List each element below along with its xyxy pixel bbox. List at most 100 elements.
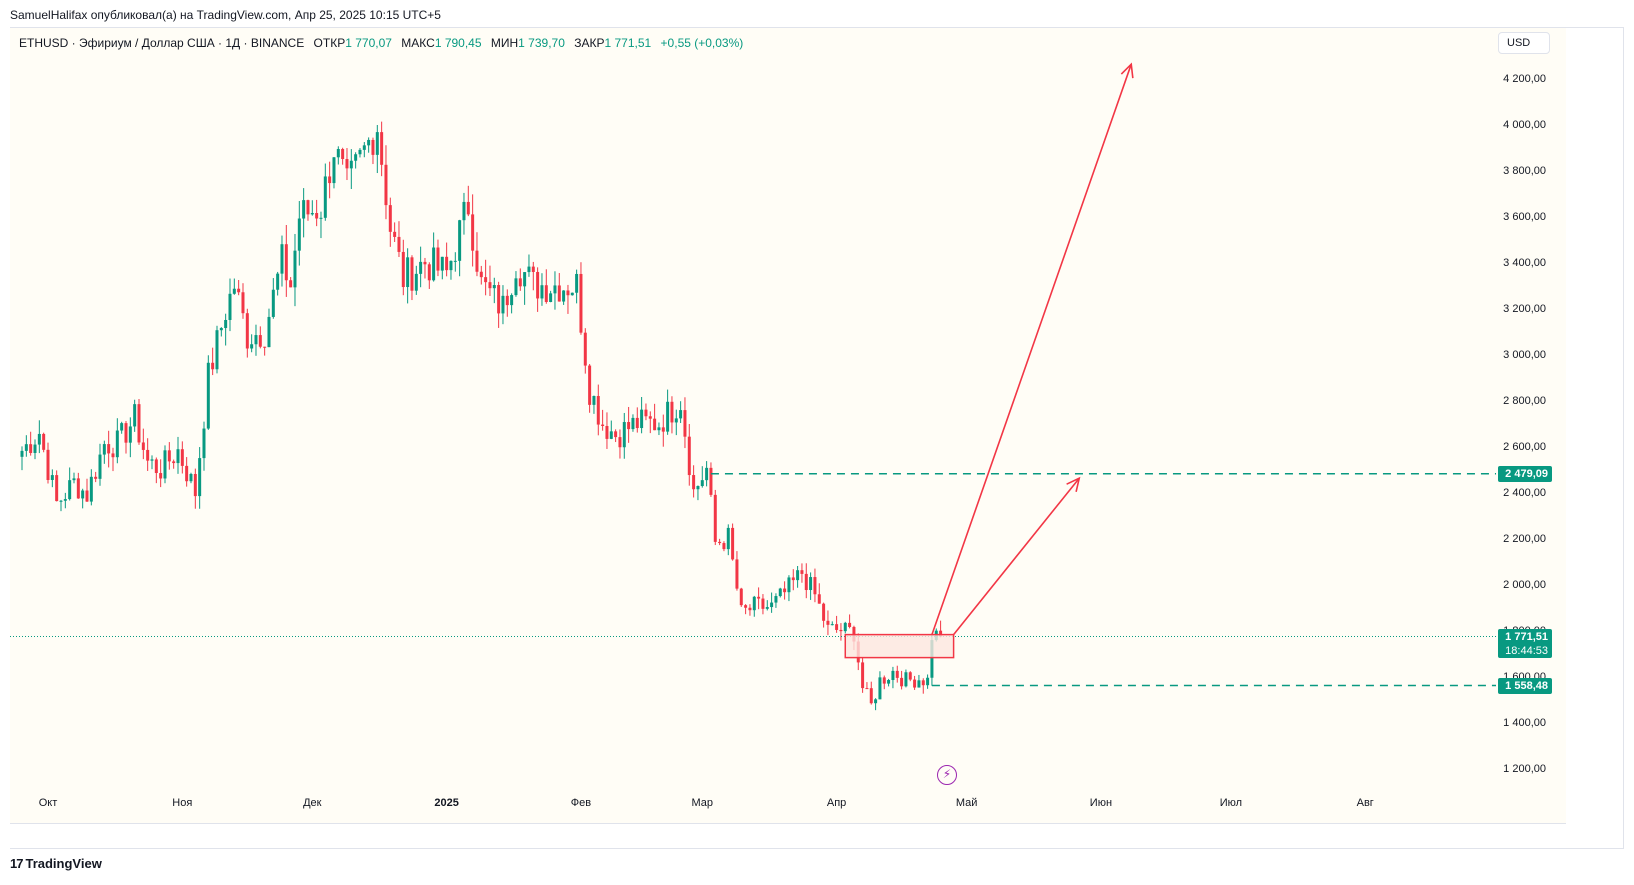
- candle-body: [657, 427, 661, 431]
- candle-body: [475, 250, 479, 272]
- candle-body: [761, 598, 765, 609]
- candle-body: [484, 277, 488, 283]
- candle-body: [46, 449, 50, 480]
- candle-body: [202, 428, 206, 459]
- x-tick-label: Мар: [692, 797, 714, 809]
- candle-body: [492, 285, 496, 289]
- chart-pane[interactable]: [10, 28, 1566, 823]
- legend-open-label: ОТКР: [313, 36, 346, 50]
- candle-body: [393, 231, 397, 237]
- candle-body: [141, 442, 145, 450]
- candle-body: [280, 244, 284, 274]
- candle-body: [774, 596, 778, 603]
- candle-body: [81, 490, 85, 499]
- candle-body: [315, 213, 319, 219]
- candle-body: [939, 630, 943, 637]
- x-tick-label: Апр: [827, 797, 846, 809]
- candle-body: [293, 250, 297, 288]
- candle-body: [198, 458, 202, 497]
- arrow-short-head: [1066, 476, 1081, 493]
- candle-body: [189, 473, 193, 482]
- candle-body: [354, 154, 358, 161]
- candle-body: [700, 480, 704, 487]
- candle-body: [640, 409, 644, 429]
- candle-body: [549, 293, 553, 302]
- candle-countdown: 18:44:53: [1505, 644, 1548, 657]
- candle-body: [267, 316, 271, 348]
- y-tick-label: 2 800,00: [1503, 395, 1546, 407]
- candle-body: [882, 677, 886, 684]
- x-tick-label: Июн: [1090, 797, 1112, 809]
- candle-body: [328, 176, 332, 184]
- candle-body: [323, 176, 327, 218]
- candle-body: [505, 295, 509, 306]
- candle-body: [804, 573, 808, 591]
- candle-body: [427, 264, 431, 281]
- candle-body: [362, 145, 366, 150]
- current-price-value: 1 771,51: [1505, 630, 1548, 643]
- candle-body: [245, 313, 249, 349]
- lightning-icon[interactable]: ⚡: [937, 765, 957, 785]
- candle-body: [488, 282, 492, 289]
- y-tick-label: 1 400,00: [1503, 717, 1546, 729]
- candle-body: [154, 459, 158, 474]
- candle-body: [367, 139, 371, 146]
- candle-body: [358, 149, 362, 155]
- candle-body: [401, 251, 405, 288]
- candle-body: [622, 422, 626, 448]
- candle-body: [618, 437, 622, 448]
- candle-body: [410, 257, 414, 291]
- candle-body: [687, 436, 691, 476]
- candle-body: [20, 450, 24, 457]
- candle-body: [423, 261, 427, 265]
- candle-body: [843, 622, 847, 632]
- candle-body: [59, 500, 63, 502]
- candle-body: [50, 475, 54, 480]
- candle-body: [813, 577, 817, 595]
- legend-high-value: 1 790,45: [434, 36, 482, 50]
- candle-body: [458, 220, 462, 261]
- x-tick-label: Фев: [571, 797, 591, 809]
- candle-body: [752, 596, 756, 611]
- y-tick-label: 2 400,00: [1503, 487, 1546, 499]
- candle-body: [609, 431, 613, 439]
- candle-body: [648, 416, 652, 419]
- candle-body: [436, 247, 440, 271]
- price-scale[interactable]: [1566, 28, 1623, 848]
- candle-body: [414, 273, 418, 291]
- candle-body: [887, 680, 891, 684]
- candle-body: [531, 266, 535, 272]
- candle-body: [518, 278, 522, 287]
- currency-button[interactable]: USD: [1498, 32, 1550, 54]
- candle-body: [232, 288, 236, 294]
- arrow-long: [931, 63, 1133, 635]
- candle-body: [674, 418, 678, 423]
- candle-body: [627, 422, 631, 430]
- candle-body: [891, 670, 895, 681]
- arrow-long-head: [1120, 62, 1134, 79]
- candle-body: [332, 157, 336, 184]
- candle-body: [744, 605, 748, 608]
- candle-body: [783, 588, 787, 593]
- candle-body: [683, 410, 687, 437]
- candle-body: [596, 396, 600, 425]
- time-scale[interactable]: [10, 823, 1566, 848]
- candle-body: [85, 490, 89, 502]
- candle-body: [172, 461, 176, 464]
- y-tick-label: 3 000,00: [1503, 349, 1546, 361]
- candle-body: [72, 478, 76, 481]
- tradingview-footer[interactable]: 17 TradingView: [10, 856, 102, 871]
- legend-change: +0,55 (+0,03%): [660, 36, 744, 50]
- candle-body: [592, 396, 596, 405]
- candle-body: [167, 450, 171, 462]
- candle-body: [432, 247, 436, 281]
- candle-body: [453, 260, 457, 262]
- candle-body: [42, 433, 46, 450]
- candle-body: [709, 467, 713, 495]
- candle-body: [544, 285, 548, 302]
- candle-body: [349, 160, 353, 169]
- candle-body: [102, 444, 106, 455]
- candle-body: [120, 423, 124, 431]
- legend-close-value: 1 771,51: [604, 36, 652, 50]
- candle-body: [904, 672, 908, 687]
